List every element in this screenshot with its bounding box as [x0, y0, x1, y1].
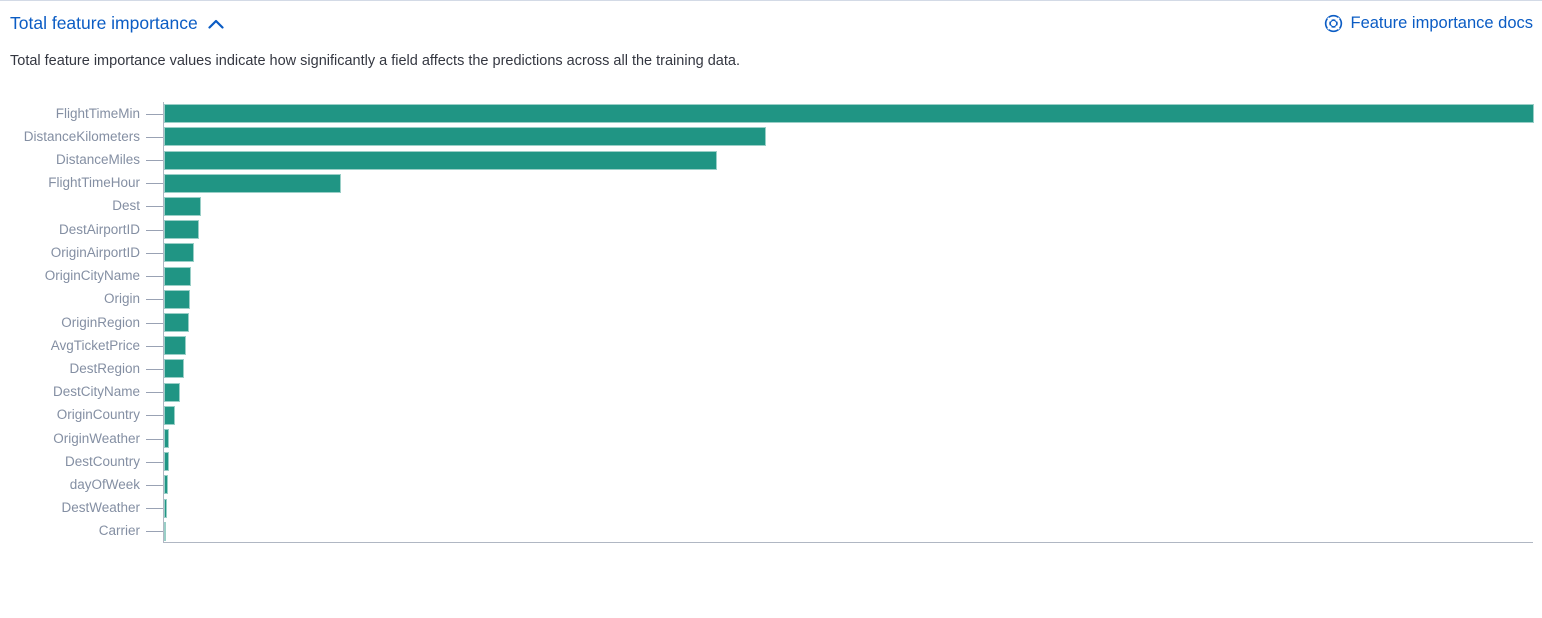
docs-link-label: Feature importance docs [1350, 14, 1533, 32]
y-axis-tick-mark [146, 299, 163, 301]
y-axis-label: dayOfWeek [69, 476, 140, 492]
y-axis-label: Dest [112, 198, 140, 214]
y-axis-tick-mark [146, 276, 163, 278]
feature-importance-docs-link[interactable]: Feature importance docs [1324, 14, 1533, 33]
y-axis-ticks [146, 102, 163, 543]
help-lifebuoy-icon [1324, 14, 1343, 33]
y-axis-label: OriginAirportID [50, 244, 140, 260]
y-axis-label: Origin [103, 291, 140, 307]
y-axis-label: DestWeather [61, 500, 140, 516]
y-axis-tick-mark [146, 461, 163, 463]
y-axis-label: DestCountry [64, 453, 140, 469]
bar-DestCityName [164, 382, 181, 402]
y-axis-label: DestAirportID [58, 221, 140, 237]
y-axis-tick-mark [146, 136, 163, 138]
y-axis-label: FlightTimeHour [48, 175, 140, 191]
y-axis-tick-mark [146, 322, 163, 324]
y-axis-tick-mark [146, 484, 163, 486]
y-axis-label: AvgTicketPrice [50, 337, 140, 353]
y-axis-label: OriginCountry [56, 407, 140, 423]
y-axis-label: OriginRegion [61, 314, 140, 330]
y-axis-label: DestRegion [69, 360, 140, 376]
y-axis-tick-mark [146, 415, 163, 417]
bar-dayOfWeek [164, 475, 169, 495]
y-axis-tick-mark [146, 508, 163, 510]
y-axis-tick-mark [146, 345, 163, 347]
bar-DestWeather [164, 498, 168, 518]
bar-OriginCountry [164, 405, 175, 425]
y-axis-label: DestCityName [52, 384, 140, 400]
section-title: Total feature importance [10, 13, 198, 33]
y-axis-label: OriginCityName [44, 268, 140, 284]
y-axis-label: Carrier [98, 523, 140, 539]
y-axis-tick-mark [146, 438, 163, 440]
bar-DestAirportID [164, 220, 200, 240]
y-axis-tick-mark [146, 183, 163, 185]
bar-Dest [164, 196, 201, 216]
bar-DistanceMiles [164, 150, 717, 170]
bar-OriginRegion [164, 313, 189, 332]
bar-OriginWeather [164, 429, 170, 449]
panel-top-border [0, 0, 1542, 1]
y-axis-tick-mark [146, 160, 163, 162]
bar-DistanceKilometers [164, 127, 766, 147]
y-axis-tick-mark [146, 531, 163, 533]
y-axis-tick-mark [146, 368, 163, 370]
total-feature-importance-accordion-toggle[interactable]: Total feature importance [10, 13, 224, 34]
bar-DestRegion [164, 359, 184, 379]
section-description: Total feature importance values indicate… [10, 53, 740, 69]
y-axis-tick-mark [146, 252, 163, 254]
feature-importance-bar-chart: FlightTimeMin DistanceKilometers DistanceM… [0, 102, 1534, 543]
bar-FlightTimeMin [164, 104, 1534, 124]
y-axis-label: DistanceKilometers [23, 128, 140, 144]
bar-Origin [164, 289, 190, 309]
bar-OriginCityName [164, 266, 191, 286]
bar-Carrier [164, 521, 166, 541]
y-axis-label: OriginWeather [53, 430, 140, 446]
y-axis-label: FlightTimeMin [55, 105, 140, 121]
bar-DestCountry [164, 452, 169, 472]
bar-AvgTicketPrice [164, 336, 187, 356]
y-axis-labels: FlightTimeMin DistanceKilometers DistanceM… [0, 102, 140, 543]
y-axis-tick-mark [146, 206, 163, 208]
y-axis-label: DistanceMiles [55, 152, 140, 168]
bar-FlightTimeHour [164, 173, 342, 193]
bar-OriginAirportID [164, 243, 194, 263]
y-axis-tick-mark [146, 229, 163, 231]
y-axis-tick-mark [146, 113, 163, 115]
chevron-up-icon [208, 19, 224, 29]
plot-area [163, 102, 1534, 543]
y-axis-tick-mark [146, 392, 163, 394]
